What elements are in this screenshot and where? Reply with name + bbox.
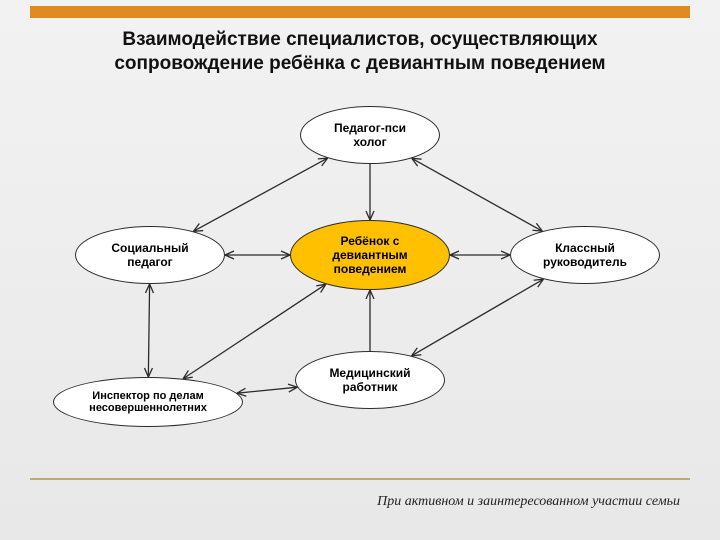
title-line-2: сопровождение ребёнка с девиантным повед… <box>0 52 720 76</box>
node-label: работник <box>329 380 410 394</box>
node-label: Классный <box>543 241 627 255</box>
footer-note: При активном и заинтересованном участии … <box>377 494 680 510</box>
node-medical-worker: Медицинский работник <box>295 351 445 409</box>
node-class-teacher: Классный руководитель <box>510 226 660 284</box>
node-label: руководитель <box>543 255 627 269</box>
top-accent-bar <box>30 6 690 18</box>
node-child-deviant: Ребёнок с девиантным поведением <box>290 220 450 290</box>
node-label: Социальный <box>111 241 188 255</box>
node-label: поведением <box>332 262 407 276</box>
diagram-title: Взаимодействие специалистов, осуществляю… <box>0 28 720 76</box>
node-label: Инспектор по делам <box>89 390 207 402</box>
node-label: педагог <box>111 255 188 269</box>
node-label: Педагог-пси <box>334 121 406 135</box>
title-line-1: Взаимодействие специалистов, осуществляю… <box>0 28 720 52</box>
node-label: холог <box>334 135 406 149</box>
node-label: Медицинский <box>329 366 410 380</box>
node-social-pedagogue: Социальный педагог <box>75 226 225 284</box>
node-label: Ребёнок с <box>332 234 407 248</box>
node-pedagogue-psychologist: Педагог-пси холог <box>300 106 440 164</box>
bottom-rule <box>30 478 690 480</box>
node-label: девиантным <box>332 248 407 262</box>
node-inspector: Инспектор по делам несовершеннолетних <box>53 377 243 427</box>
node-label: несовершеннолетних <box>89 402 207 414</box>
